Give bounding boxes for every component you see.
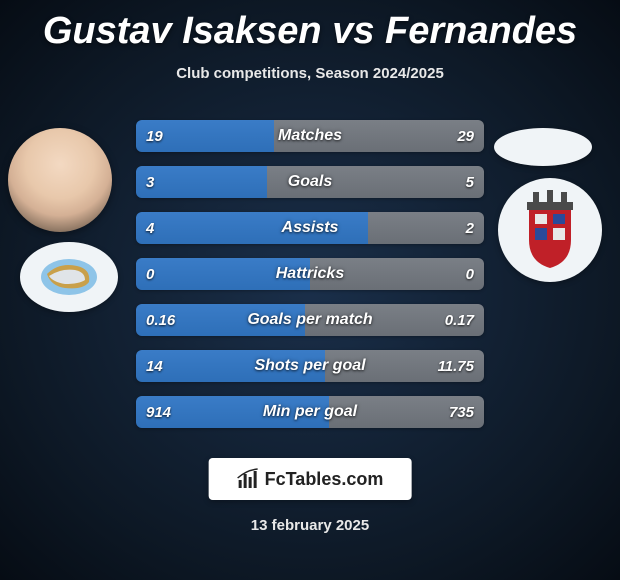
page-title: Gustav Isaksen vs Fernandes: [0, 0, 620, 53]
stat-value-right: 29: [457, 120, 474, 152]
stat-bars: Matches1929Goals35Assists42Hattricks00Go…: [136, 120, 484, 442]
stat-value-right: 735: [449, 396, 474, 428]
braga-crest-icon: [515, 190, 585, 270]
stat-row: Hattricks00: [136, 258, 484, 290]
stat-bar-bg: [136, 212, 484, 244]
stat-bar-bg: [136, 350, 484, 382]
logo-stats-icon: [237, 468, 259, 490]
player-right-avatar: [494, 128, 592, 166]
stat-value-left: 0: [146, 258, 154, 290]
stat-row: Assists42: [136, 212, 484, 244]
comparison-area: Matches1929Goals35Assists42Hattricks00Go…: [0, 110, 620, 430]
brand-badge: FcTables.com: [209, 458, 412, 500]
stat-value-left: 14: [146, 350, 163, 382]
bar-right-fill: [274, 120, 484, 152]
player-left-avatar: [8, 128, 112, 232]
stat-value-left: 4: [146, 212, 154, 244]
bar-left-fill: [136, 350, 325, 382]
club-right-badge: [498, 178, 602, 282]
stat-value-right: 5: [466, 166, 474, 198]
stat-bar-bg: [136, 304, 484, 336]
stat-bar-bg: [136, 120, 484, 152]
lazio-badge-icon: [39, 254, 99, 300]
stat-value-left: 3: [146, 166, 154, 198]
stat-row: Matches1929: [136, 120, 484, 152]
stat-bar-bg: [136, 166, 484, 198]
bar-right-fill: [267, 166, 485, 198]
stat-row: Shots per goal1411.75: [136, 350, 484, 382]
subtitle: Club competitions, Season 2024/2025: [0, 65, 620, 82]
stat-bar-bg: [136, 258, 484, 290]
bar-left-fill: [136, 166, 267, 198]
bar-left-fill: [136, 258, 310, 290]
club-left-badge: [20, 242, 118, 312]
stat-row: Min per goal914735: [136, 396, 484, 428]
export-date: 13 february 2025: [0, 517, 620, 534]
stat-value-left: 914: [146, 396, 171, 428]
bar-left-fill: [136, 212, 368, 244]
stat-value-left: 19: [146, 120, 163, 152]
stat-value-right: 2: [466, 212, 474, 244]
brand-text: FcTables.com: [265, 469, 384, 490]
stat-value-right: 0.17: [445, 304, 474, 336]
stat-bar-bg: [136, 396, 484, 428]
bar-right-fill: [310, 258, 484, 290]
stat-row: Goals per match0.160.17: [136, 304, 484, 336]
stat-value-right: 0: [466, 258, 474, 290]
stat-row: Goals35: [136, 166, 484, 198]
stat-value-left: 0.16: [146, 304, 175, 336]
stat-value-right: 11.75: [438, 350, 474, 382]
